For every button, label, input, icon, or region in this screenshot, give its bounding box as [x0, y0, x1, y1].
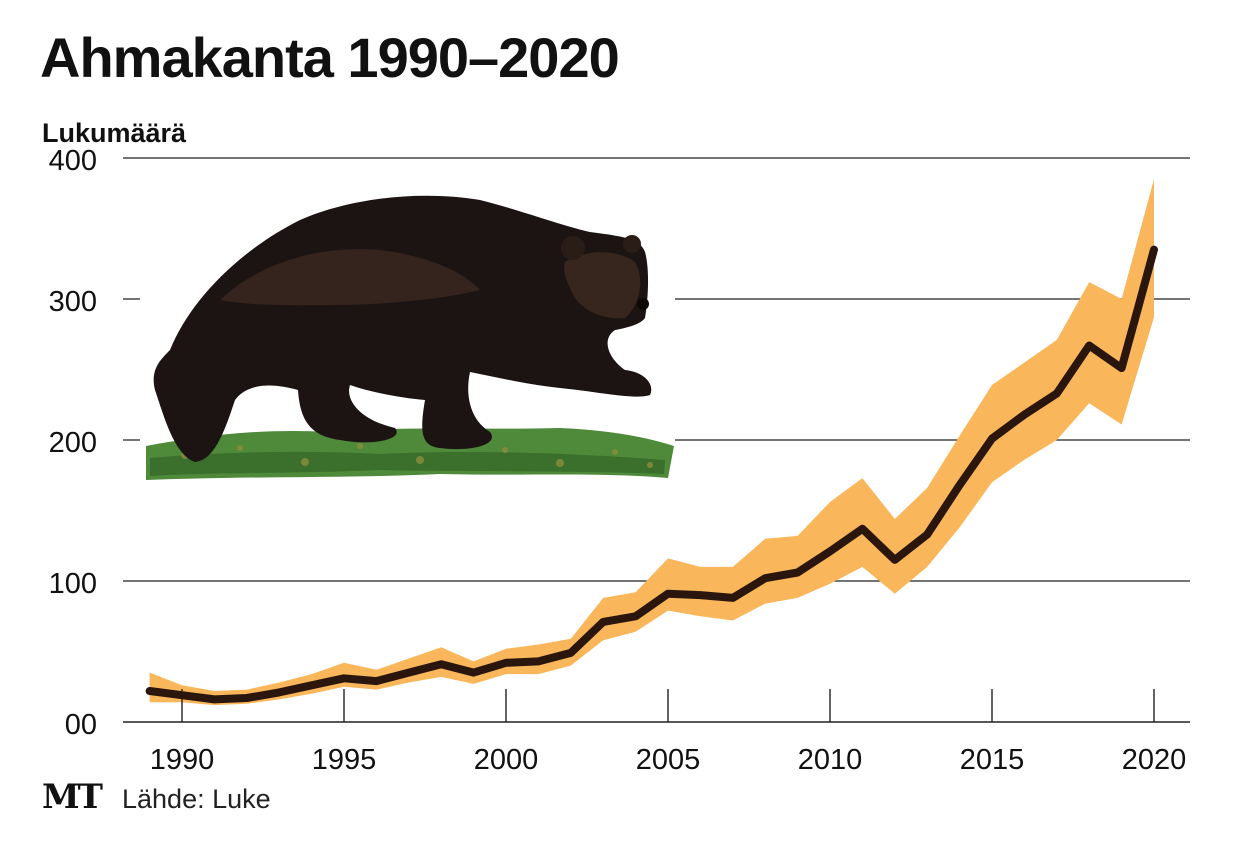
- data-point-2010: [828, 549, 832, 553]
- source-value: Luke: [212, 784, 271, 814]
- data-point-1991: [212, 697, 216, 701]
- y-tick-label-400: 400: [49, 145, 97, 177]
- data-point-2007: [731, 596, 735, 600]
- y-tick-label-200: 200: [49, 427, 97, 459]
- data-point-1989: [148, 689, 152, 693]
- source-label: Lähde:: [122, 784, 205, 814]
- data-point-2001: [536, 659, 540, 663]
- y-axis-label: Lukumäärä: [42, 118, 187, 148]
- tick-labels: 00 100 200 300 400 1990 1995 2000 2005 2010 2015 20…: [49, 145, 1187, 776]
- data-point-1995: [342, 676, 346, 680]
- wolverine-illustration: [140, 182, 675, 484]
- data-point-2020: [1152, 248, 1156, 252]
- data-point-2019: [1120, 366, 1124, 370]
- data-point-2015: [990, 437, 994, 441]
- band-area: [149, 179, 1155, 706]
- estimate-line: [145, 245, 1158, 704]
- data-point-2018: [1087, 344, 1091, 348]
- data-point-2012: [893, 558, 897, 562]
- x-tick-label-2020: 2020: [1122, 744, 1187, 776]
- y-tick-label-300: 300: [49, 286, 97, 318]
- data-point-2017: [1055, 391, 1059, 395]
- source-note: Lähde: Luke: [122, 786, 271, 813]
- x-tick-label-1990: 1990: [150, 744, 215, 776]
- x-tick-label-2015: 2015: [960, 744, 1025, 776]
- data-point-2013: [925, 532, 929, 536]
- data-point-1997: [407, 671, 411, 675]
- data-point-2009: [796, 571, 800, 575]
- x-tick-label-1995: 1995: [312, 744, 377, 776]
- uncertainty-band: [149, 179, 1155, 706]
- data-point-2004: [634, 614, 638, 618]
- data-point-2011: [860, 527, 864, 531]
- data-point-1999: [472, 671, 476, 675]
- x-tick-label-2000: 2000: [474, 744, 539, 776]
- chart-title: Ahmakanta 1990–2020: [40, 26, 620, 89]
- data-point-2014: [958, 483, 962, 487]
- x-tick-label-2010: 2010: [798, 744, 863, 776]
- data-point-1992: [245, 696, 249, 700]
- data-point-2005: [666, 592, 670, 596]
- data-point-1990: [180, 693, 184, 697]
- data-point-2003: [601, 620, 605, 624]
- mt-logo: MT: [42, 777, 103, 817]
- data-point-1998: [439, 662, 443, 666]
- y-tick-label-0: 00: [65, 709, 97, 741]
- data-point-2006: [698, 593, 702, 597]
- data-point-2000: [504, 661, 508, 665]
- data-point-1994: [310, 683, 314, 687]
- axes: [123, 689, 1190, 723]
- estimate-line-path: [145, 245, 1158, 704]
- x-tick-label-2005: 2005: [636, 744, 701, 776]
- data-point-1993: [277, 690, 281, 694]
- data-point-2016: [1022, 413, 1026, 417]
- data-point-2008: [763, 576, 767, 580]
- y-tick-label-100: 100: [49, 568, 97, 600]
- data-point-2002: [569, 651, 573, 655]
- data-point-1996: [374, 679, 378, 683]
